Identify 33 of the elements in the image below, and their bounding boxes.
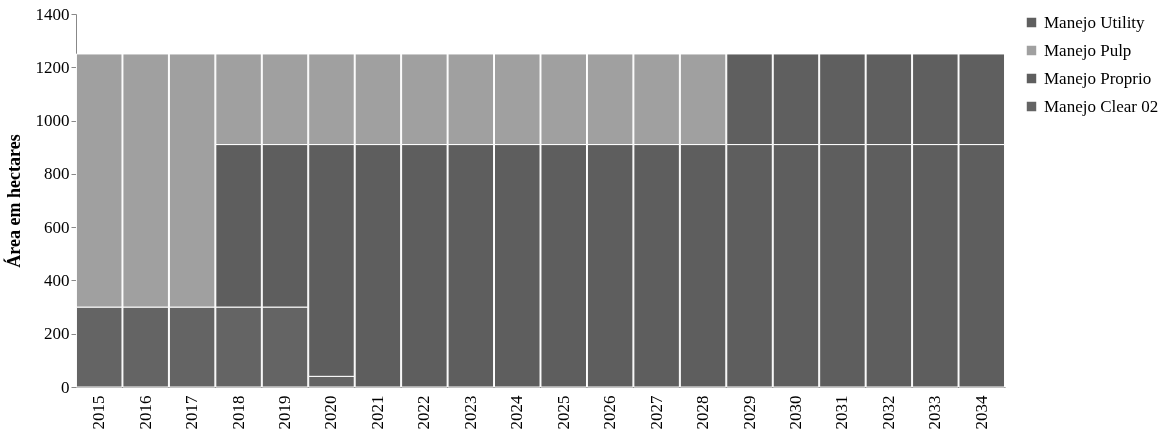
y-tick-label: 200 [44, 324, 70, 344]
legend-label: Manejo Utility [1044, 12, 1146, 32]
y-tick-label: 400 [44, 270, 70, 290]
x-tick-label: 2027 [646, 395, 666, 430]
x-tick-label: 2025 [553, 395, 573, 430]
x-tick-label: 2016 [135, 395, 155, 430]
x-tick-label: 2022 [414, 395, 434, 430]
x-tick-label: 2030 [785, 395, 805, 430]
x-tick-label: 2024 [507, 395, 527, 430]
x-tick-label: 2015 [89, 395, 109, 430]
y-tick-label: 1200 [35, 57, 70, 77]
y-tick-label: 1400 [35, 4, 70, 24]
y-tick-label: 1000 [35, 111, 70, 131]
legend-label: Manejo Clear 02 [1044, 96, 1159, 116]
x-tick-label: 2028 [693, 395, 713, 430]
x-tick-label: 2029 [739, 395, 759, 430]
y-tick-label: 0 [61, 377, 70, 397]
x-tick-label: 2020 [321, 395, 341, 430]
x-tick-label: 2034 [971, 395, 991, 430]
x-tick-label: 2026 [600, 395, 620, 430]
x-tick-label: 2033 [925, 395, 945, 430]
x-tick-label: 2031 [832, 395, 852, 430]
legend-label: Manejo Pulp [1044, 40, 1132, 60]
y-tick-label: 600 [44, 217, 70, 237]
y-tick-label: 800 [44, 164, 70, 184]
x-tick-label: 2032 [878, 395, 898, 430]
x-tick-label: 2021 [367, 395, 387, 430]
x-tick-label: 2018 [228, 395, 248, 430]
x-tick-label: 2017 [182, 395, 202, 430]
legend-label: Manejo Proprio [1044, 68, 1152, 88]
y-axis-title: Área em hectares [2, 134, 24, 268]
x-tick-label: 2023 [460, 395, 480, 430]
x-tick-label: 2019 [275, 395, 295, 430]
